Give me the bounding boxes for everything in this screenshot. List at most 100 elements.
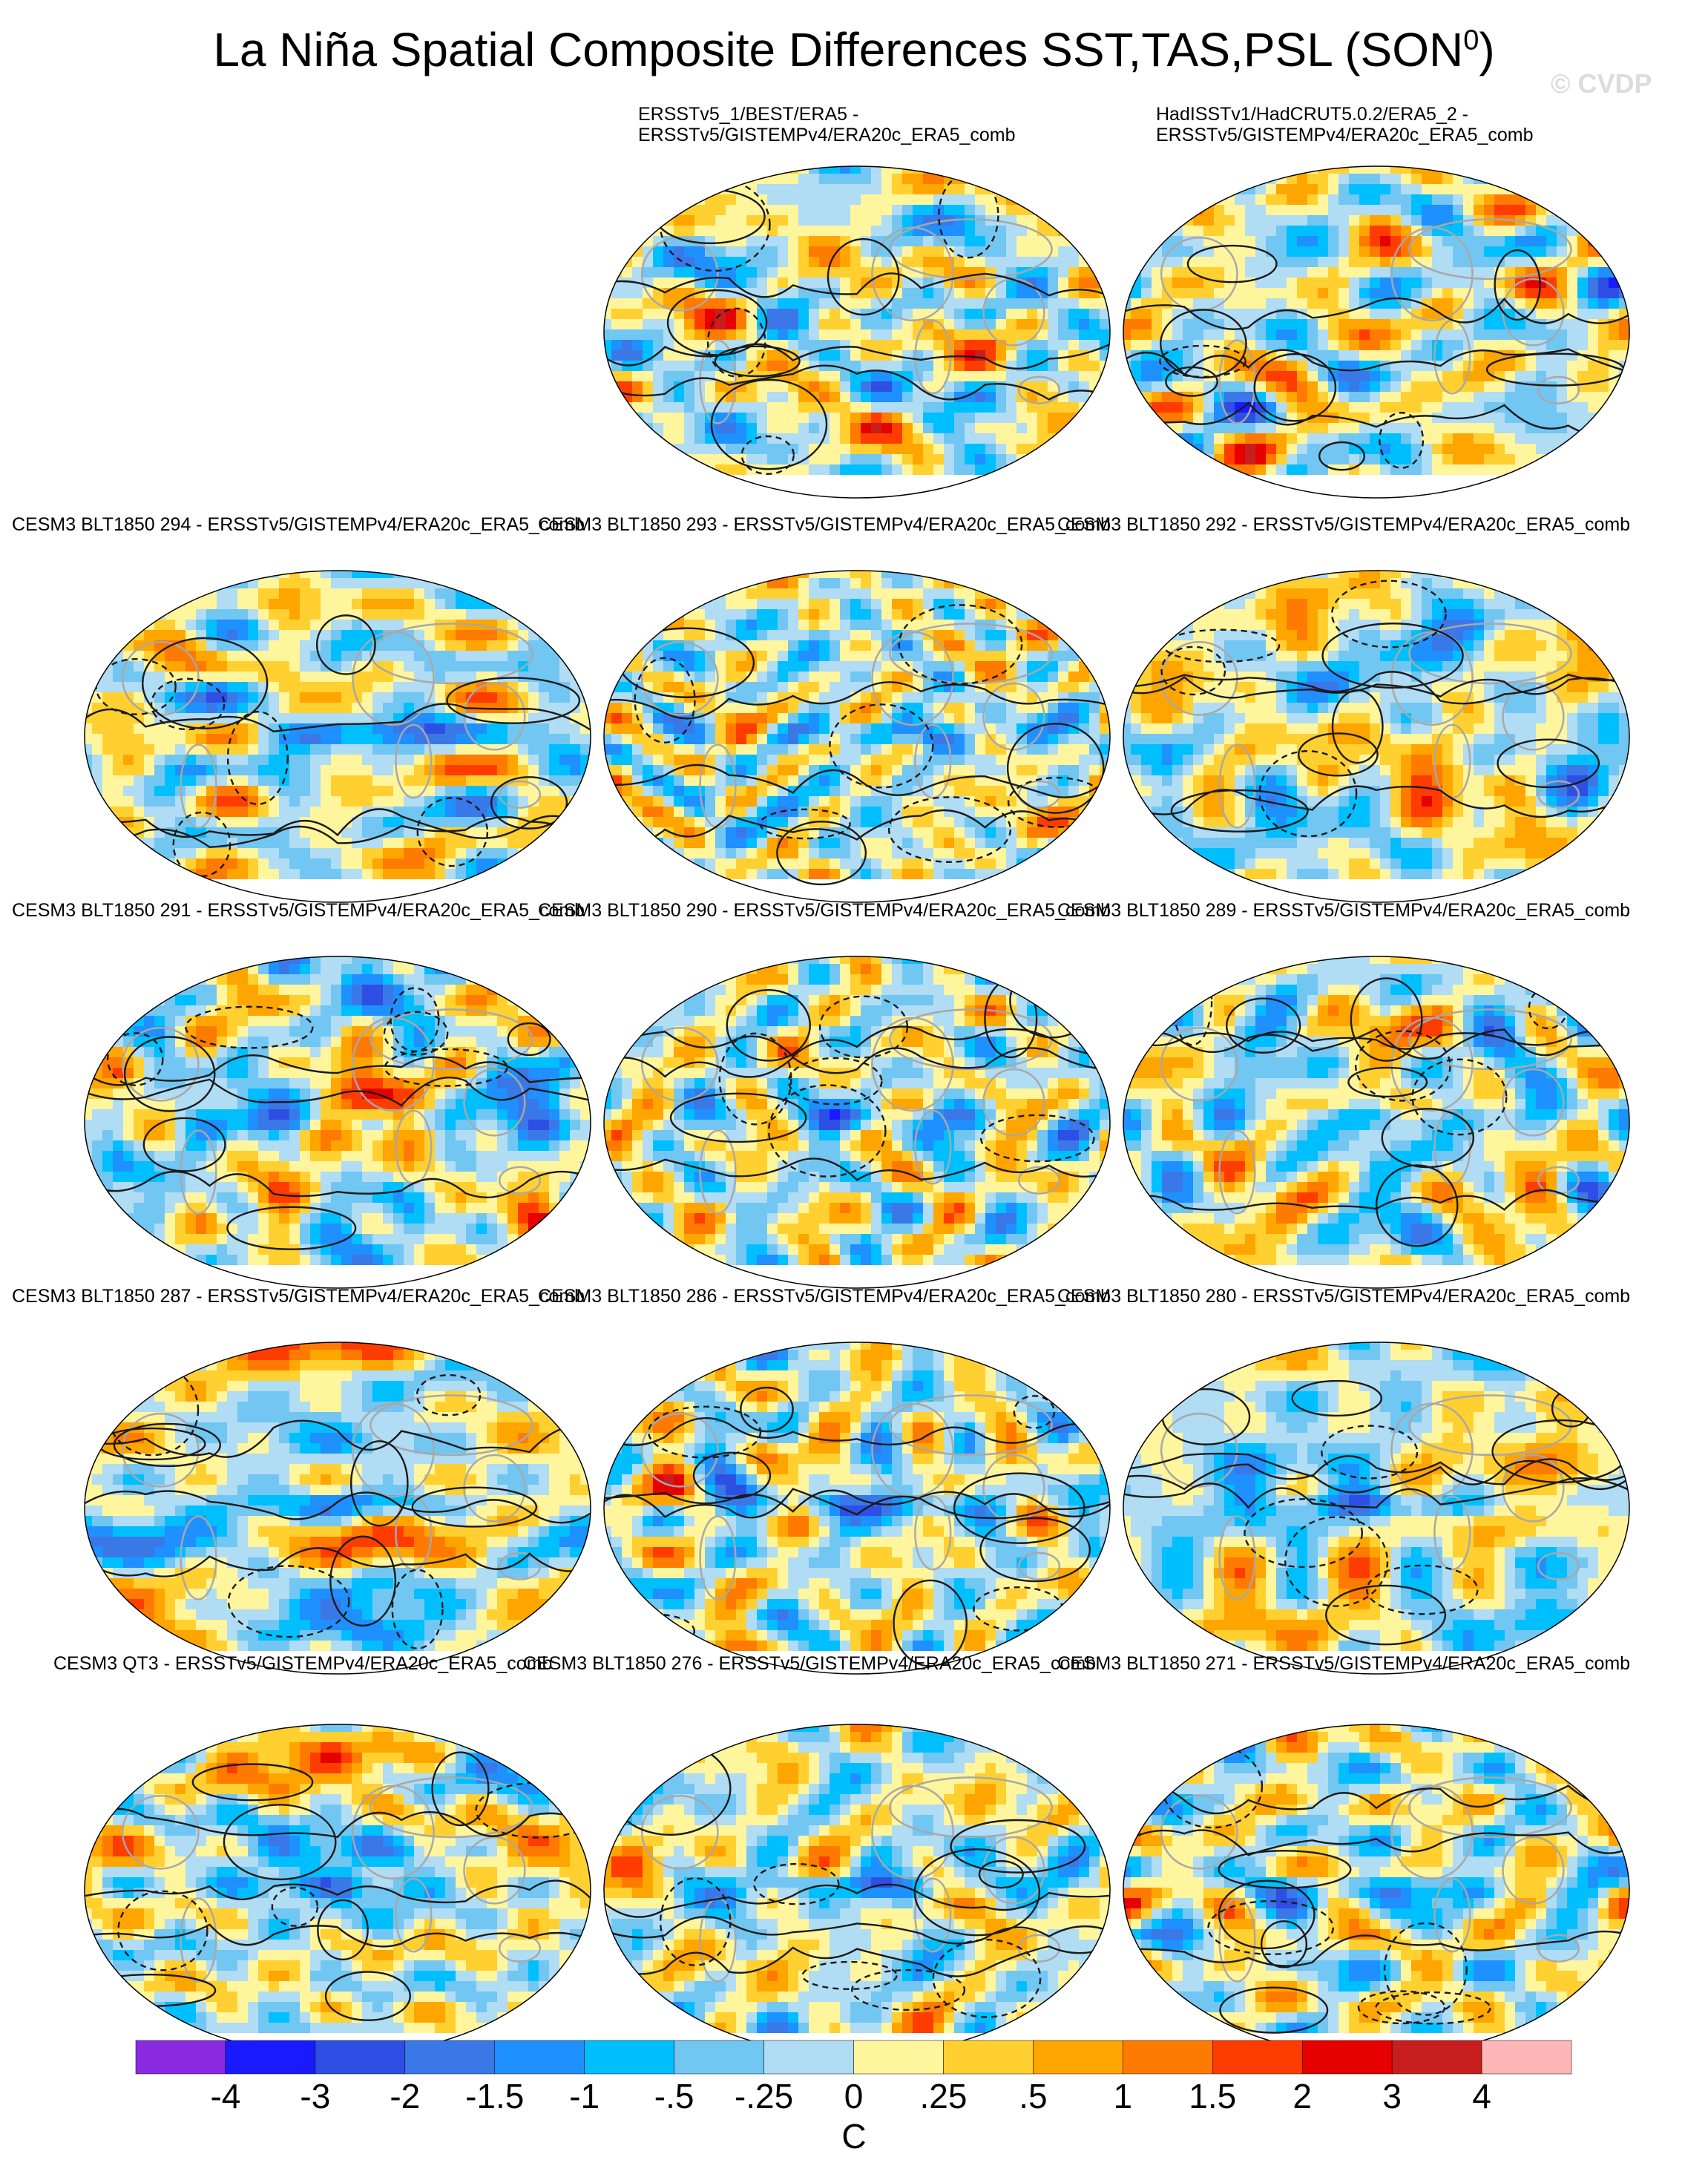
cvdp-watermark: © CVDP xyxy=(1551,68,1652,99)
title-text: La Niña Spatial Composite Differences SS… xyxy=(213,23,1464,76)
robinson-map xyxy=(603,570,1111,903)
colorbar-tick-label: -.25 xyxy=(734,2077,794,2115)
colorbar-tick-label: .25 xyxy=(919,2077,968,2115)
field-shading xyxy=(604,956,1110,1289)
psl-contours xyxy=(604,1741,1110,2018)
colorbar-tick-label: -.5 xyxy=(654,2077,694,2115)
coastlines xyxy=(121,1394,542,1600)
panel-title-line: CESM3 BLT1850 292 - ERSSTv5/GISTEMPv4/ER… xyxy=(1057,514,1631,535)
field-shading xyxy=(604,1724,1110,2057)
panel-title: CESM3 BLT1850 276 - ERSSTv5/GISTEMPv4/ER… xyxy=(523,1653,1096,1674)
panel-title-line: CESM3 BLT1850 291 - ERSSTv5/GISTEMPv4/ER… xyxy=(12,900,585,921)
robinson-map xyxy=(1123,956,1630,1289)
field-shading xyxy=(85,1342,591,1675)
coastlines xyxy=(640,218,1061,424)
panel-title: ERSSTv5_1/BEST/ERA5 - ERSSTv5/GISTEMPv4/E… xyxy=(638,104,1016,145)
robinson-map xyxy=(84,956,591,1289)
colorbar-tick-label: -4 xyxy=(210,2077,241,2115)
colorbar-tick-label: .5 xyxy=(1019,2077,1048,2115)
panel-title-line: CESM3 BLT1850 293 - ERSSTv5/GISTEMPv4/ER… xyxy=(538,514,1111,535)
colorbar-tick-label: 1 xyxy=(1113,2077,1133,2115)
coastlines xyxy=(640,1008,1061,1215)
colorbar-unit: C xyxy=(841,2117,867,2155)
panel-title-line: CESM3 BLT1850 289 - ERSSTv5/GISTEMPv4/ER… xyxy=(1057,900,1631,921)
psl-contours xyxy=(85,987,591,1250)
panel-title: HadISSTv1/HadCRUT5.0.2/ERA5_2 - ERSSTv5/G… xyxy=(1156,104,1534,145)
coastlines xyxy=(1160,1776,1580,1983)
map-frame xyxy=(603,1724,1111,2057)
map-frame xyxy=(1123,1342,1630,1675)
map-frame xyxy=(1123,956,1630,1289)
map-frame xyxy=(1123,570,1630,903)
panel-title: CESM3 BLT1850 290 - ERSSTv5/GISTEMPv4/ER… xyxy=(538,900,1111,921)
coastlines xyxy=(640,623,1061,829)
panel-title-line: CESM3 BLT1850 287 - ERSSTv5/GISTEMPv4/ER… xyxy=(12,1286,585,1307)
field-shading xyxy=(1123,1724,1629,2057)
title-superscript: 0 xyxy=(1463,24,1479,56)
robinson-map xyxy=(84,1724,591,2057)
map-frame xyxy=(1123,1724,1630,2057)
panel-title: CESM3 BLT1850 292 - ERSSTv5/GISTEMPv4/ER… xyxy=(1057,514,1630,535)
panel-title-line: CESM3 BLT1850 276 - ERSSTv5/GISTEMPv4/ER… xyxy=(523,1653,1097,1674)
psl-contours xyxy=(604,604,1110,886)
panel-title: CESM3 BLT1850 291 - ERSSTv5/GISTEMPv4/ER… xyxy=(12,900,585,921)
panel-title-line: CESM3 BLT1850 294 - ERSSTv5/GISTEMPv4/ER… xyxy=(12,514,585,535)
colorbar-tick-label: 0 xyxy=(844,2077,864,2115)
robinson-map xyxy=(84,570,591,903)
psl-contours xyxy=(604,172,1110,475)
panel-title-line: CESM3 BLT1850 286 - ERSSTv5/GISTEMPv4/ER… xyxy=(538,1286,1111,1307)
field-shading xyxy=(604,166,1110,499)
robinson-map xyxy=(1123,1724,1630,2057)
field-shading xyxy=(85,1724,591,2057)
coastlines xyxy=(1160,623,1580,829)
map-frame xyxy=(84,1342,591,1675)
panel-title: CESM3 QT3 - ERSSTv5/GISTEMPv4/ERA20c_ERA… xyxy=(53,1653,552,1674)
panel-title: CESM3 BLT1850 293 - ERSSTv5/GISTEMPv4/ER… xyxy=(538,514,1111,535)
robinson-map xyxy=(603,1342,1111,1675)
colorbar-tick-label: -1.5 xyxy=(465,2077,525,2115)
panel-title: CESM3 BLT1850 271 - ERSSTv5/GISTEMPv4/ER… xyxy=(1057,1653,1630,1674)
panel-title: CESM3 BLT1850 286 - ERSSTv5/GISTEMPv4/ER… xyxy=(538,1286,1111,1307)
panel-title-line: ERSSTv5/GISTEMPv4/ERA20c_ERA5_comb xyxy=(638,125,1016,145)
map-frame xyxy=(84,570,591,903)
panel-title: CESM3 BLT1850 280 - ERSSTv5/GISTEMPv4/ER… xyxy=(1057,1286,1630,1307)
panel-title-line: CESM3 BLT1850 290 - ERSSTv5/GISTEMPv4/ER… xyxy=(538,900,1111,921)
coastlines xyxy=(1160,1394,1580,1600)
title-close: ) xyxy=(1479,23,1495,76)
map-frame xyxy=(603,956,1111,1289)
field-shading xyxy=(604,571,1110,903)
colorbar-tick-label: -2 xyxy=(390,2077,421,2115)
psl-contours xyxy=(604,1386,1110,1667)
panel-title-line: ERSSTv5/GISTEMPv4/ERA20c_ERA5_comb xyxy=(1156,125,1534,145)
robinson-map xyxy=(603,165,1111,499)
robinson-map xyxy=(1123,1342,1630,1675)
panel-title-line: ERSSTv5_1/BEST/ERA5 - xyxy=(638,104,859,125)
panel-title-line: CESM3 BLT1850 280 - ERSSTv5/GISTEMPv4/ER… xyxy=(1057,1286,1631,1307)
field-shading xyxy=(85,571,591,903)
field-shading xyxy=(1123,166,1629,499)
robinson-map xyxy=(603,956,1111,1289)
colorbar-tick-label: 2 xyxy=(1293,2077,1312,2115)
panel-title: CESM3 BLT1850 294 - ERSSTv5/GISTEMPv4/ER… xyxy=(12,514,585,535)
panel-title-line: HadISSTv1/HadCRUT5.0.2/ERA5_2 - xyxy=(1156,104,1469,125)
page-title: La Niña Spatial Composite Differences SS… xyxy=(0,22,1708,77)
robinson-map xyxy=(1123,570,1630,903)
field-shading xyxy=(1123,571,1629,903)
coastlines xyxy=(121,1776,542,1983)
colorbar-tick-label: 4 xyxy=(1472,2077,1491,2115)
panel-title-line: CESM3 BLT1850 271 - ERSSTv5/GISTEMPv4/ER… xyxy=(1057,1653,1631,1674)
map-frame xyxy=(84,1724,591,2057)
psl-contours xyxy=(604,962,1110,1181)
panel-title: CESM3 BLT1850 289 - ERSSTv5/GISTEMPv4/ER… xyxy=(1057,900,1630,921)
robinson-map xyxy=(84,1342,591,1675)
psl-contours xyxy=(85,614,591,878)
panel-title: CESM3 BLT1850 287 - ERSSTv5/GISTEMPv4/ER… xyxy=(12,1286,585,1307)
colorbar-tick-label: 3 xyxy=(1382,2077,1402,2115)
robinson-map xyxy=(603,1724,1111,2057)
map-frame xyxy=(603,165,1111,499)
field-shading xyxy=(1123,956,1629,1289)
map-frame xyxy=(84,956,591,1289)
field-shading xyxy=(85,956,591,1289)
psl-contours xyxy=(1123,244,1629,471)
panel-title-line: CESM3 QT3 - ERSSTv5/GISTEMPv4/ERA20c_ERA… xyxy=(53,1653,553,1674)
